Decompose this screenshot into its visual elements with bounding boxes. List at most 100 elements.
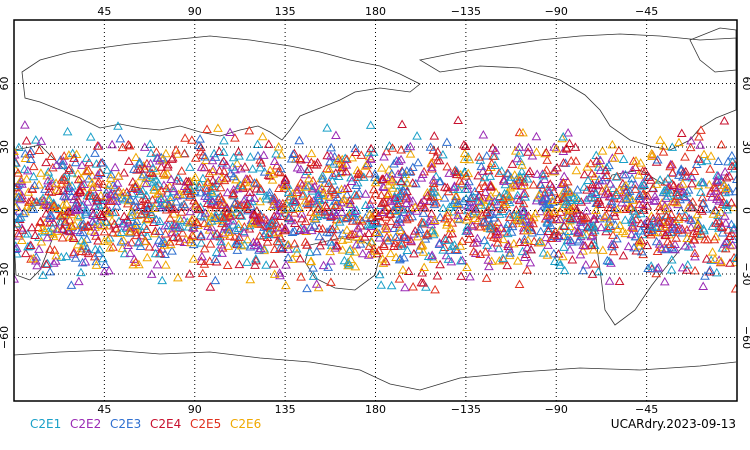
occultation-marker — [385, 209, 396, 218]
occultation-marker — [692, 209, 703, 219]
occultation-marker — [473, 170, 484, 180]
occultation-marker — [517, 218, 528, 227]
occultation-marker — [370, 172, 380, 182]
occultation-marker — [303, 180, 314, 190]
occultation-marker — [60, 217, 71, 226]
occultation-marker — [620, 215, 631, 224]
occultation-marker — [87, 217, 98, 226]
occultation-marker — [313, 189, 324, 198]
occultation-marker — [257, 131, 268, 141]
occultation-marker — [429, 199, 440, 209]
occultation-marker — [174, 213, 185, 223]
occultation-marker — [588, 244, 599, 254]
occultation-marker — [102, 165, 112, 174]
occultation-marker — [520, 192, 530, 201]
occultation-marker — [666, 264, 677, 274]
occultation-marker — [138, 169, 149, 179]
occultation-marker — [679, 212, 690, 222]
occultation-marker — [654, 201, 665, 211]
occultation-marker — [368, 184, 379, 194]
occultation-marker — [140, 236, 150, 246]
occultation-marker — [618, 154, 629, 164]
occultation-marker — [300, 195, 311, 205]
occultation-marker — [382, 190, 393, 199]
occultation-marker — [551, 143, 562, 153]
occultation-marker — [146, 209, 157, 218]
top-lon-tick-label: 135 — [275, 5, 296, 18]
occultation-marker — [14, 211, 20, 220]
occultation-marker — [401, 198, 412, 208]
occultation-marker — [487, 202, 498, 211]
occultation-marker — [207, 188, 218, 197]
occultation-marker — [294, 203, 305, 213]
occultation-marker — [567, 254, 578, 264]
occultation-marker — [693, 154, 704, 163]
timestamp-label: UCARdry.2023-09-13 — [610, 417, 736, 431]
occultation-marker — [300, 216, 311, 226]
occultation-marker — [238, 181, 248, 191]
occultation-marker — [460, 141, 471, 150]
occultation-marker — [229, 232, 240, 241]
occultation-marker — [232, 236, 242, 246]
occultation-marker — [313, 191, 323, 200]
occultation-marker — [193, 203, 203, 212]
occultation-marker — [345, 195, 355, 205]
occultation-marker — [210, 209, 221, 219]
occultation-marker — [218, 156, 229, 165]
occultation-marker — [336, 184, 347, 194]
occultation-marker — [261, 190, 272, 200]
occultation-marker — [283, 244, 294, 253]
occultation-marker — [548, 248, 559, 258]
occultation-marker — [176, 166, 187, 175]
occultation-marker — [589, 171, 600, 181]
occultation-marker — [580, 240, 590, 250]
occultation-marker — [347, 152, 358, 162]
occultation-marker — [77, 160, 87, 169]
occultation-marker — [451, 169, 462, 179]
occultation-marker — [366, 154, 376, 163]
occultation-marker — [111, 201, 122, 210]
occultation-marker — [29, 180, 40, 190]
occultation-marker — [123, 139, 134, 149]
occultation-marker — [392, 193, 403, 202]
occultation-marker — [479, 235, 490, 245]
occultation-marker — [96, 220, 106, 230]
occultation-marker — [670, 239, 680, 249]
occultation-marker — [716, 139, 727, 149]
occultation-marker — [147, 195, 158, 204]
occultation-marker — [325, 237, 336, 246]
occultation-marker — [636, 181, 647, 190]
occultation-marker — [605, 214, 615, 223]
occultation-marker — [289, 226, 300, 235]
occultation-marker — [581, 195, 592, 204]
occultation-marker — [418, 247, 429, 256]
occultation-marker — [273, 227, 284, 237]
occultation-marker — [296, 213, 307, 223]
occultation-marker — [464, 234, 474, 243]
occultation-marker — [661, 193, 671, 202]
occultation-marker — [283, 212, 294, 221]
occultation-marker — [30, 230, 41, 240]
occultation-marker — [28, 161, 39, 171]
occultation-marker — [390, 232, 401, 241]
occultation-marker — [56, 179, 67, 188]
occultation-marker — [402, 178, 412, 187]
occultation-marker — [90, 244, 101, 254]
occultation-marker — [440, 235, 451, 244]
occultation-marker — [236, 163, 246, 173]
occultation-marker — [254, 231, 265, 240]
occultation-marker — [279, 183, 290, 192]
occultation-marker — [654, 239, 665, 248]
occultation-marker — [370, 177, 381, 187]
occultation-marker — [172, 175, 182, 185]
occultation-marker — [162, 188, 173, 197]
occultation-marker — [16, 193, 27, 202]
occultation-marker — [104, 180, 115, 189]
occultation-marker — [695, 140, 706, 149]
occultation-marker — [196, 146, 206, 156]
occultation-marker — [624, 202, 635, 211]
occultation-marker — [210, 183, 220, 192]
occultation-marker — [196, 256, 207, 265]
occultation-marker — [145, 172, 155, 182]
occultation-marker — [378, 197, 389, 206]
